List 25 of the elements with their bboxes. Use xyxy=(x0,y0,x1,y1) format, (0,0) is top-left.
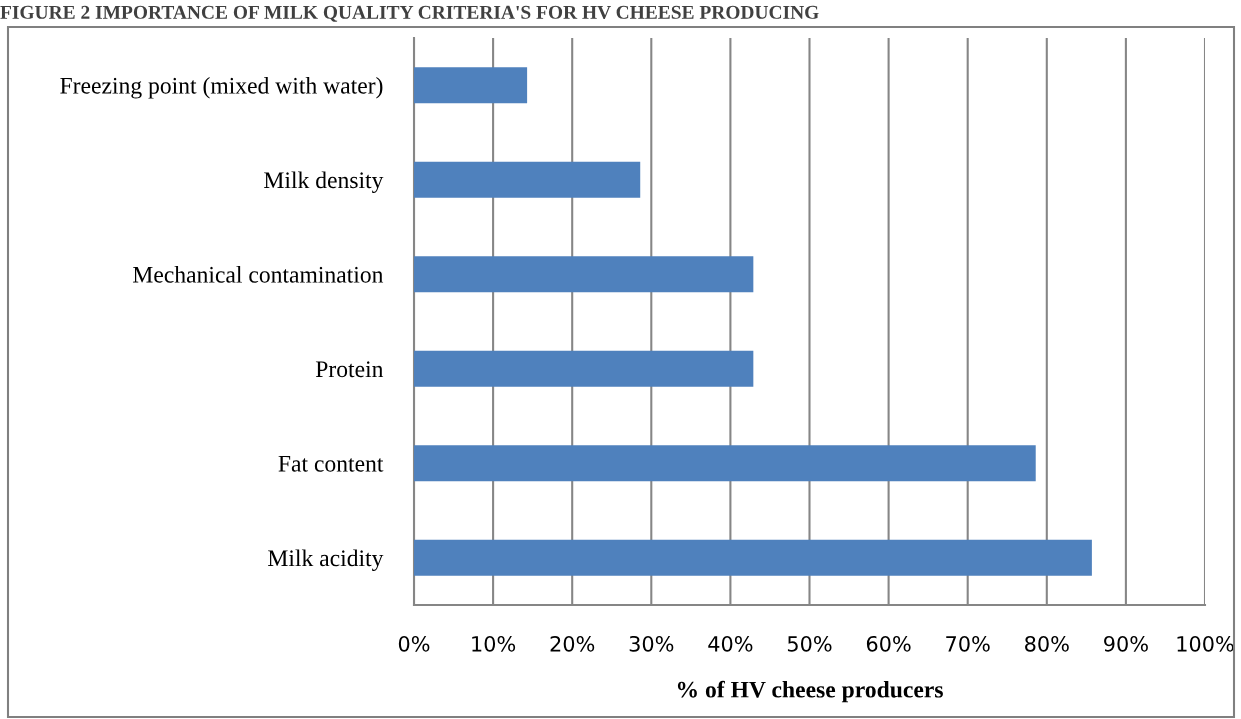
x-tick-label: 10% xyxy=(472,635,516,652)
y-tick-label: Milk acidity xyxy=(268,549,384,572)
chart-title: FIGURE 2 IMPORTANCE OF MILK QUALITY CRITERIA'S FOR HV CHEESE PRODUCING xyxy=(0,5,819,22)
x-tick-label: 60% xyxy=(866,635,911,652)
x-tick-label: 100% xyxy=(1177,635,1234,652)
bar xyxy=(414,67,528,104)
bar xyxy=(414,350,754,387)
x-tick-label: 0% xyxy=(398,635,430,652)
bar xyxy=(414,256,754,293)
bar xyxy=(414,161,641,198)
x-tick-label: 40% xyxy=(708,635,753,652)
x-tick-label: 30% xyxy=(629,635,674,652)
bar xyxy=(414,539,1092,576)
x-tick-label: 80% xyxy=(1025,635,1069,652)
x-tick-label: 20% xyxy=(550,635,595,652)
y-tick-label: Fat content xyxy=(278,455,384,472)
bar xyxy=(414,445,1036,482)
x-axis-title: % of HV cheese producers xyxy=(677,680,943,703)
x-tick-label: 70% xyxy=(946,635,990,652)
y-tick-label: Freezing point (mixed with water) xyxy=(60,77,383,99)
x-tick-label: 90% xyxy=(1104,635,1148,652)
y-tick-label: Protein xyxy=(315,361,384,378)
y-tick-label: Mechanical contamination xyxy=(133,266,384,283)
x-tick-label: 50% xyxy=(787,635,832,652)
y-tick-label: Milk density xyxy=(264,171,384,194)
